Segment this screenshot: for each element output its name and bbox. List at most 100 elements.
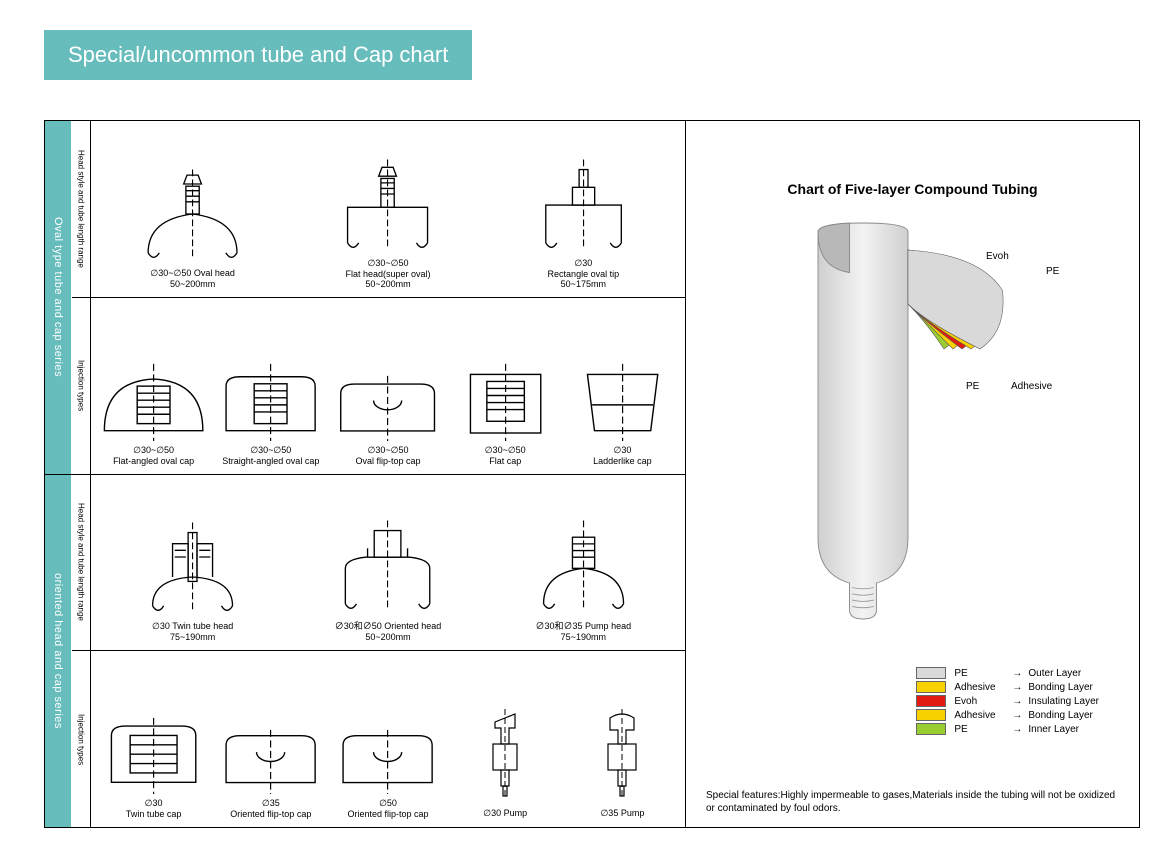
section-tab: oriented head and cap series [45, 475, 72, 828]
diagram-cell: ∅30~∅50Flat head(super oval)50~200mm [290, 154, 485, 289]
cell-label-1: ∅30~∅50 [368, 445, 409, 456]
diagram-icon [212, 341, 329, 441]
label-adhesive: Adhesive [1011, 381, 1052, 392]
row: Head style and tube length range∅30 Twin… [72, 475, 685, 652]
row: Head style and tube length range ∅30~∅50 … [72, 121, 685, 298]
arrow-icon: → [1012, 710, 1022, 721]
cell-label-1: ∅30~∅50 [250, 445, 291, 456]
legend-name: Adhesive [954, 710, 1006, 721]
label-pe: PE [1046, 266, 1059, 277]
cell-label-2: Ladderlike cap [593, 456, 652, 466]
diagram-icon [486, 515, 681, 615]
cell-label-1: ∅50 [379, 798, 397, 809]
legend-row: PE → Inner Layer [916, 723, 1099, 735]
cell-label-1: ∅30~∅50 [368, 258, 409, 269]
right-column: Chart of Five-layer Compound Tubing [686, 121, 1139, 827]
diagram-cell: ∅35 Pump [564, 704, 681, 819]
left-column: Oval type tube and cap seriesHead style … [45, 121, 686, 827]
title-bar: Special/uncommon tube and Cap chart [44, 30, 472, 80]
cell-label-1: ∅35 [262, 798, 280, 809]
diagram-icon [329, 341, 446, 441]
diagram-icon [564, 341, 681, 441]
arrow-icon: → [1012, 668, 1022, 679]
legend-swatch [916, 723, 946, 735]
row-label: Injection types [72, 298, 91, 474]
diagram-icon [447, 341, 564, 441]
cell-label-1: ∅30~∅50 [133, 445, 174, 456]
cell-label-2: 75~190mm [561, 632, 606, 642]
cell-label-1: ∅30 [574, 258, 592, 269]
legend-swatch [916, 695, 946, 707]
diagram-icon [564, 704, 681, 804]
diagram-cell: ∅30 Pump [447, 704, 564, 819]
cell-label-1: ∅30 Pump [483, 808, 527, 819]
arrow-icon: → [1012, 724, 1022, 735]
row-label: Head style and tube length range [72, 475, 91, 651]
cell-label-2: 75~190mm [170, 632, 215, 642]
cell-label-1: ∅30和∅50 Oriented head [335, 619, 442, 632]
cell-label-2: Flat cap [489, 456, 521, 466]
diagram-cell: ∅30和∅50 Oriented head50~200mm [290, 515, 485, 642]
cell-label-1: ∅30 [613, 445, 631, 456]
diagram-icon [486, 154, 681, 254]
row: Injection types∅30~∅50Flat-angled oval c… [72, 298, 685, 474]
section-tab-label: oriented head and cap series [52, 573, 64, 729]
section: Oval type tube and cap seriesHead style … [45, 121, 685, 475]
cell-label-1: ∅30 [145, 798, 163, 809]
cell-label-2: Flat-angled oval cap [113, 456, 194, 466]
diagram-cell: ∅30~∅50Flat-angled oval cap [95, 341, 212, 466]
cell-label-2: Oriented flip-top cap [347, 809, 428, 819]
diagram-icon [290, 515, 485, 615]
chart-frame: Oval type tube and cap seriesHead style … [44, 120, 1140, 828]
legend-desc: Outer Layer [1028, 668, 1081, 679]
label-evoh: Evoh [986, 251, 1009, 262]
cell-label-2: Oval flip-top cap [355, 456, 420, 466]
cell-label-3: 50~200mm [365, 279, 410, 289]
cell-label-3: 50~175mm [561, 279, 606, 289]
legend-row: Adhesive → Bonding Layer [916, 709, 1099, 721]
diagram-icon [95, 694, 212, 794]
footnote: Special features:Highly impermeable to g… [706, 789, 1119, 815]
diagram-cell: ∅30Rectangle oval tip50~175mm [486, 154, 681, 289]
legend-desc: Inner Layer [1028, 724, 1079, 735]
cell-label-1: ∅30~∅50 Oval head [150, 268, 235, 279]
five-layer-diagram [746, 211, 1016, 631]
diagram-icon [95, 164, 290, 264]
cell-label-1: ∅30和∅35 Pump head [536, 619, 632, 632]
legend-swatch [916, 667, 946, 679]
cell-label-2: Straight-angled oval cap [222, 456, 319, 466]
legend-name: PE [954, 668, 1006, 679]
arrow-icon: → [1012, 696, 1022, 707]
cell-label-2: Rectangle oval tip [548, 269, 620, 279]
row-label: Injection types [72, 651, 91, 827]
legend-name: Evoh [954, 696, 1006, 707]
diagram-cell: ∅30~∅50Oval flip-top cap [329, 341, 446, 466]
diagram-cell: ∅50Oriented flip-top cap [329, 694, 446, 819]
legend-desc: Bonding Layer [1028, 682, 1093, 693]
legend-row: PE → Outer Layer [916, 667, 1099, 679]
page: Special/uncommon tube and Cap chart Oval… [0, 0, 1170, 868]
diagram-icon [95, 517, 290, 617]
cell-label-2: Flat head(super oval) [345, 269, 430, 279]
legend-swatch [916, 681, 946, 693]
legend-desc: Bonding Layer [1028, 710, 1093, 721]
row-label: Head style and tube length range [72, 121, 91, 297]
diagram-cell: ∅30~∅50Straight-angled oval cap [212, 341, 329, 466]
diagram-cell: ∅30 Twin tube head75~190mm [95, 517, 290, 642]
diagram-icon [212, 694, 329, 794]
legend-swatch [916, 709, 946, 721]
diagram-icon [447, 704, 564, 804]
diagram-cell: ∅30Twin tube cap [95, 694, 212, 819]
section: oriented head and cap series Head style a… [45, 475, 685, 828]
diagram-cell: ∅30Ladderlike cap [564, 341, 681, 466]
cell-label-2: Oriented flip-top cap [230, 809, 311, 819]
diagram-cell: ∅35Oriented flip-top cap [212, 694, 329, 819]
legend-row: Evoh → Insulating Layer [916, 695, 1099, 707]
cell-label-2: 50~200mm [365, 632, 410, 642]
legend-name: Adhesive [954, 682, 1006, 693]
cell-label-1: ∅35 Pump [600, 808, 644, 819]
label-pe2: PE [966, 381, 979, 392]
page-title: Special/uncommon tube and Cap chart [68, 42, 448, 68]
legend: PE → Outer Layer Adhesive → Bonding Laye… [916, 665, 1099, 737]
legend-desc: Insulating Layer [1028, 696, 1099, 707]
